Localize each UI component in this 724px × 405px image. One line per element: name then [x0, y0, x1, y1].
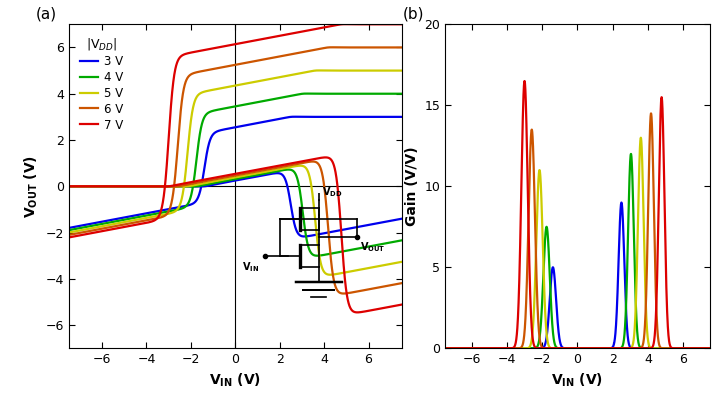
7 V	[397, 22, 406, 27]
4 V	[397, 91, 406, 96]
3 V	[102, 218, 111, 223]
6 V	[64, 232, 73, 237]
Text: (a): (a)	[35, 6, 56, 21]
6 V	[327, 45, 336, 50]
5 V	[122, 219, 131, 224]
7 V	[64, 235, 73, 240]
7 V	[340, 22, 349, 27]
X-axis label: V$_{\mathbf{IN}}$ (V): V$_{\mathbf{IN}}$ (V)	[552, 372, 603, 389]
6 V	[397, 45, 406, 50]
6 V	[391, 45, 400, 50]
4 V	[206, 109, 215, 114]
4 V	[302, 91, 311, 96]
6 V	[206, 67, 215, 72]
5 V	[355, 68, 364, 73]
Line: 5 V: 5 V	[69, 70, 402, 232]
3 V	[355, 115, 364, 119]
4 V	[192, 157, 201, 162]
4 V	[122, 217, 131, 222]
6 V	[122, 222, 131, 226]
Legend: 3 V, 4 V, 5 V, 6 V, 7 V: 3 V, 4 V, 5 V, 6 V, 7 V	[78, 34, 125, 134]
Y-axis label: Gain (V/V): Gain (V/V)	[405, 147, 419, 226]
4 V	[64, 228, 73, 232]
3 V	[397, 115, 406, 119]
5 V	[391, 68, 400, 73]
Line: 3 V: 3 V	[69, 117, 402, 228]
Line: 4 V: 4 V	[69, 94, 402, 230]
7 V	[192, 49, 201, 54]
Y-axis label: V$_{\mathbf{OUT}}$ (V): V$_{\mathbf{OUT}}$ (V)	[22, 155, 40, 218]
3 V	[206, 136, 215, 141]
3 V	[122, 215, 131, 220]
7 V	[391, 22, 400, 27]
5 V	[64, 230, 73, 235]
5 V	[314, 68, 323, 73]
Text: (b): (b)	[403, 6, 424, 21]
X-axis label: V$_{\mathbf{IN}}$ (V): V$_{\mathbf{IN}}$ (V)	[209, 372, 261, 389]
4 V	[391, 91, 400, 96]
5 V	[102, 223, 111, 228]
7 V	[122, 224, 131, 229]
7 V	[206, 46, 215, 51]
3 V	[192, 198, 201, 202]
6 V	[192, 70, 201, 75]
5 V	[206, 88, 215, 93]
4 V	[355, 91, 364, 96]
4 V	[102, 221, 111, 226]
7 V	[102, 228, 111, 233]
3 V	[391, 115, 400, 119]
Line: 7 V: 7 V	[69, 24, 402, 237]
3 V	[64, 226, 73, 230]
3 V	[290, 114, 299, 119]
5 V	[192, 95, 201, 100]
7 V	[355, 22, 364, 27]
Line: 6 V: 6 V	[69, 47, 402, 235]
6 V	[102, 226, 111, 230]
5 V	[397, 68, 406, 73]
6 V	[355, 45, 364, 50]
